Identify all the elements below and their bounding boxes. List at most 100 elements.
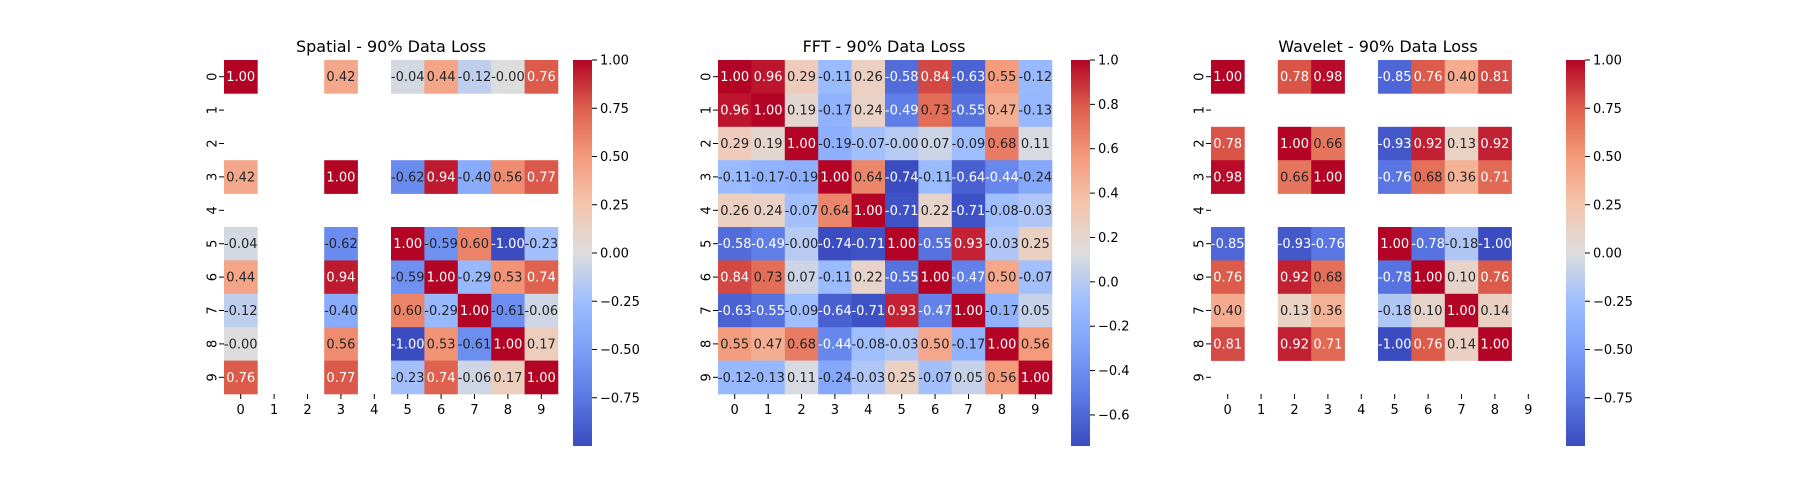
colorbar-tick-label: −0.50	[600, 343, 640, 358]
cell-value-label: 0.96	[754, 70, 783, 85]
x-tick-label: 5	[898, 403, 906, 418]
heatmap-cell	[718, 93, 752, 128]
colorbar: 1.0 0.8 0.6 0.4 0.2 0.0 −0.2 −0.4 −0.6	[1071, 54, 1130, 446]
heatmap-cell	[524, 227, 559, 261]
heatmap-cell	[985, 126, 1019, 161]
colorbar-tick-label: 1.00	[1593, 54, 1622, 69]
heatmap-cell	[818, 293, 852, 328]
cell-value-label: 0.40	[1213, 304, 1242, 319]
heatmap-cell	[424, 60, 459, 94]
cell-value-label: 0.07	[787, 271, 816, 286]
heatmap-cell	[951, 60, 986, 94]
heatmap-cell	[391, 160, 425, 194]
cell-value-label: -0.17	[952, 337, 986, 352]
y-tick-label: 8	[1193, 340, 1208, 348]
cell-value-label: -0.19	[785, 170, 819, 185]
cell-value-label: -0.00	[885, 137, 919, 152]
cell-value-label: 1.00	[787, 137, 816, 152]
colorbar-tick-label: −0.25	[600, 295, 640, 310]
cell-value-label: -0.12	[224, 304, 258, 319]
cell-value-label: -0.71	[851, 304, 885, 319]
heatmap-cell	[1378, 60, 1412, 94]
cell-value-label: -0.49	[885, 104, 919, 119]
heatmap-cell	[1277, 327, 1312, 361]
heatmap-cell	[951, 193, 986, 228]
heatmap-cell	[1277, 60, 1312, 94]
cell-value-label: 0.29	[787, 70, 816, 85]
cell-value-label: 1.00	[460, 304, 489, 319]
heatmap-cell	[1211, 293, 1245, 328]
colorbar: 1.00 0.75 0.50 0.25 0.00 −0.25 −0.50 −0.75	[1566, 54, 1633, 446]
cell-value-label: 1.00	[1480, 337, 1509, 352]
heatmap-panel-wavelet: Wavelet - 90% Data Loss 1.00 0.78 0.98 -0.8…	[1193, 37, 1633, 446]
cell-value-label: -0.62	[391, 170, 425, 185]
heatmap-cell	[457, 293, 492, 328]
cell-value-label: -0.03	[985, 237, 1019, 252]
heatmap-cell	[951, 327, 986, 361]
heatmap-cell	[1444, 60, 1479, 94]
y-tick-label: 7	[206, 306, 221, 314]
heatmap-cell	[751, 93, 786, 128]
cell-value-label: -1.00	[491, 237, 525, 252]
cell-value-label: 0.56	[1021, 337, 1050, 352]
cell-value-label: 1.00	[326, 170, 355, 185]
y-tick-label: 8	[206, 340, 221, 348]
x-tick-label: 7	[470, 403, 478, 418]
heatmap-cells: 1.00 0.42 -0.04 0.44 -0.12 -0.00 0.760.42 1.00-…	[224, 60, 559, 395]
heatmap-cell	[818, 227, 852, 261]
cell-value-label: 0.94	[326, 271, 355, 286]
heatmap-cell	[918, 193, 953, 228]
heatmap-cell	[491, 60, 525, 94]
heatmap-cell	[457, 327, 492, 361]
cell-value-label: -0.55	[751, 304, 785, 319]
cell-value-label: 0.74	[427, 371, 456, 386]
heatmap-cell	[784, 60, 819, 94]
colorbar-tick-label: 0.8	[1098, 98, 1119, 113]
cell-value-label: 0.76	[226, 371, 255, 386]
cell-value-label: -1.00	[391, 337, 425, 352]
heatmap-cell	[1211, 327, 1245, 361]
heatmap-cell	[1378, 160, 1412, 194]
cell-value-label: 0.05	[954, 371, 983, 386]
cell-value-label: -0.24	[1018, 170, 1052, 185]
heatmap-cell	[424, 293, 459, 328]
heatmap-cell	[784, 360, 819, 395]
y-tick-label: 9	[700, 373, 715, 381]
colorbar-gradient	[1071, 60, 1090, 446]
heatmap-cell	[718, 160, 752, 194]
cell-value-label: 0.50	[921, 337, 950, 352]
heatmap-cell	[524, 293, 559, 328]
heatmap-cell	[1018, 360, 1053, 395]
cell-value-label: 1.00	[427, 271, 456, 286]
cell-value-label: 0.19	[754, 137, 783, 152]
heatmap-cell	[1411, 227, 1446, 261]
cell-value-label: 1.00	[226, 70, 255, 85]
x-tick-label: 1	[1257, 403, 1265, 418]
cell-value-label: 0.56	[987, 371, 1016, 386]
heatmap-cell	[1018, 93, 1053, 128]
cell-value-label: 1.00	[1414, 271, 1443, 286]
cell-value-label: -0.93	[1378, 137, 1412, 152]
heatmap-cell	[457, 227, 492, 261]
colorbar-tick-label: −0.25	[1593, 295, 1633, 310]
colorbar-tick-label: 0.75	[1593, 102, 1622, 117]
heatmap-cell	[491, 293, 525, 328]
cell-value-label: -0.04	[391, 70, 425, 85]
colorbar-tick-label: 0.50	[1593, 150, 1622, 165]
cell-value-label: -0.07	[1018, 271, 1052, 286]
colorbar-tick-label: 0.00	[600, 247, 629, 262]
cell-value-label: 0.92	[1280, 337, 1309, 352]
cell-value-label: 0.73	[921, 104, 950, 119]
cell-value-label: -0.58	[885, 70, 919, 85]
x-tick-label: 8	[504, 403, 512, 418]
heatmap-cell	[985, 60, 1019, 94]
heatmap-cell	[1211, 260, 1245, 295]
heatmap-cell	[224, 227, 258, 261]
cell-value-label: 0.36	[1447, 170, 1476, 185]
cell-value-label: -0.00	[491, 70, 525, 85]
heatmap-cell	[224, 260, 258, 295]
cell-value-label: 0.92	[1414, 137, 1443, 152]
x-axis: 0 1 2 3 4 5 6 7 8 9	[237, 394, 545, 418]
cell-value-label: -0.13	[1018, 104, 1052, 119]
cell-value-label: -0.09	[785, 304, 819, 319]
